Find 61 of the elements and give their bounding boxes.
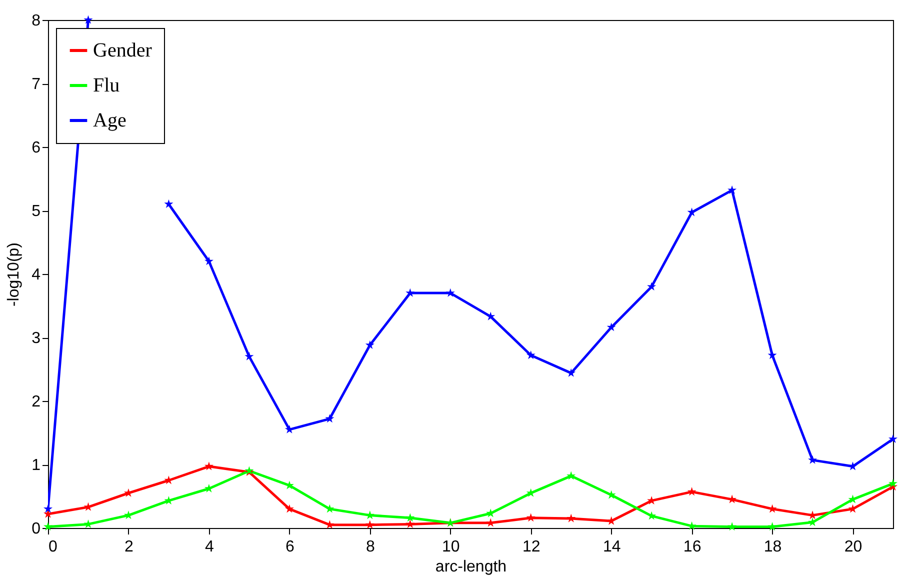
point: [526, 513, 536, 522]
x-tick-label: 14: [602, 538, 621, 556]
point: [768, 350, 777, 360]
point: [888, 478, 898, 488]
x-tick-label: 18: [764, 538, 782, 556]
x-tick-label: 16: [683, 538, 702, 556]
point: [526, 350, 536, 360]
point: [244, 352, 254, 360]
y-tick-label: 3: [32, 330, 41, 347]
point: [808, 455, 818, 464]
point: [647, 282, 656, 291]
legend-label: Age: [93, 110, 126, 132]
point: [566, 514, 576, 522]
x-tick-label: 12: [522, 538, 540, 556]
x-tick-label: 2: [124, 538, 134, 556]
point: [606, 322, 616, 332]
point: [687, 208, 696, 216]
point: [888, 434, 898, 443]
point: [325, 504, 334, 513]
y-tick-label: 0: [32, 520, 41, 538]
legend-label: Flu: [93, 74, 120, 96]
point: [446, 288, 455, 297]
y-tick-label: 2: [32, 394, 41, 410]
y-tick-label: 7: [32, 76, 41, 93]
point: [808, 518, 818, 526]
x-tick-label: 0: [48, 538, 58, 556]
point: [284, 504, 294, 513]
y-axis-title: -log10(p): [6, 242, 23, 307]
point: [365, 520, 374, 529]
y-tick-label: 5: [32, 203, 41, 220]
x-tick-label: 8: [366, 538, 375, 556]
point: [768, 522, 777, 531]
y-tick-label: 8: [32, 12, 41, 30]
point: [43, 522, 53, 531]
point: [325, 414, 334, 423]
point: [84, 15, 93, 24]
y-tick-label: 4: [32, 266, 41, 284]
point: [486, 312, 496, 320]
point: [647, 511, 656, 520]
x-tick-label: 4: [205, 538, 214, 556]
legend-label: Gender: [93, 40, 152, 62]
point: [848, 504, 858, 513]
point: [43, 504, 53, 513]
point: [365, 340, 374, 349]
point: [566, 471, 576, 480]
x-axis-title: arc-length: [435, 558, 507, 576]
x-tick-label: 20: [844, 538, 862, 556]
point: [848, 462, 858, 470]
point: [728, 185, 737, 194]
x-tick-label: 10: [442, 538, 460, 556]
point: [204, 462, 214, 470]
y-tick-label: 6: [32, 140, 41, 156]
y-tick-label: 1: [32, 457, 41, 474]
point: [687, 487, 696, 496]
point: [728, 522, 737, 531]
point: [406, 288, 415, 297]
x-tick-label: 6: [285, 538, 294, 556]
point: [406, 513, 415, 522]
point: [164, 199, 174, 208]
point: [406, 519, 415, 528]
point: [204, 256, 214, 266]
